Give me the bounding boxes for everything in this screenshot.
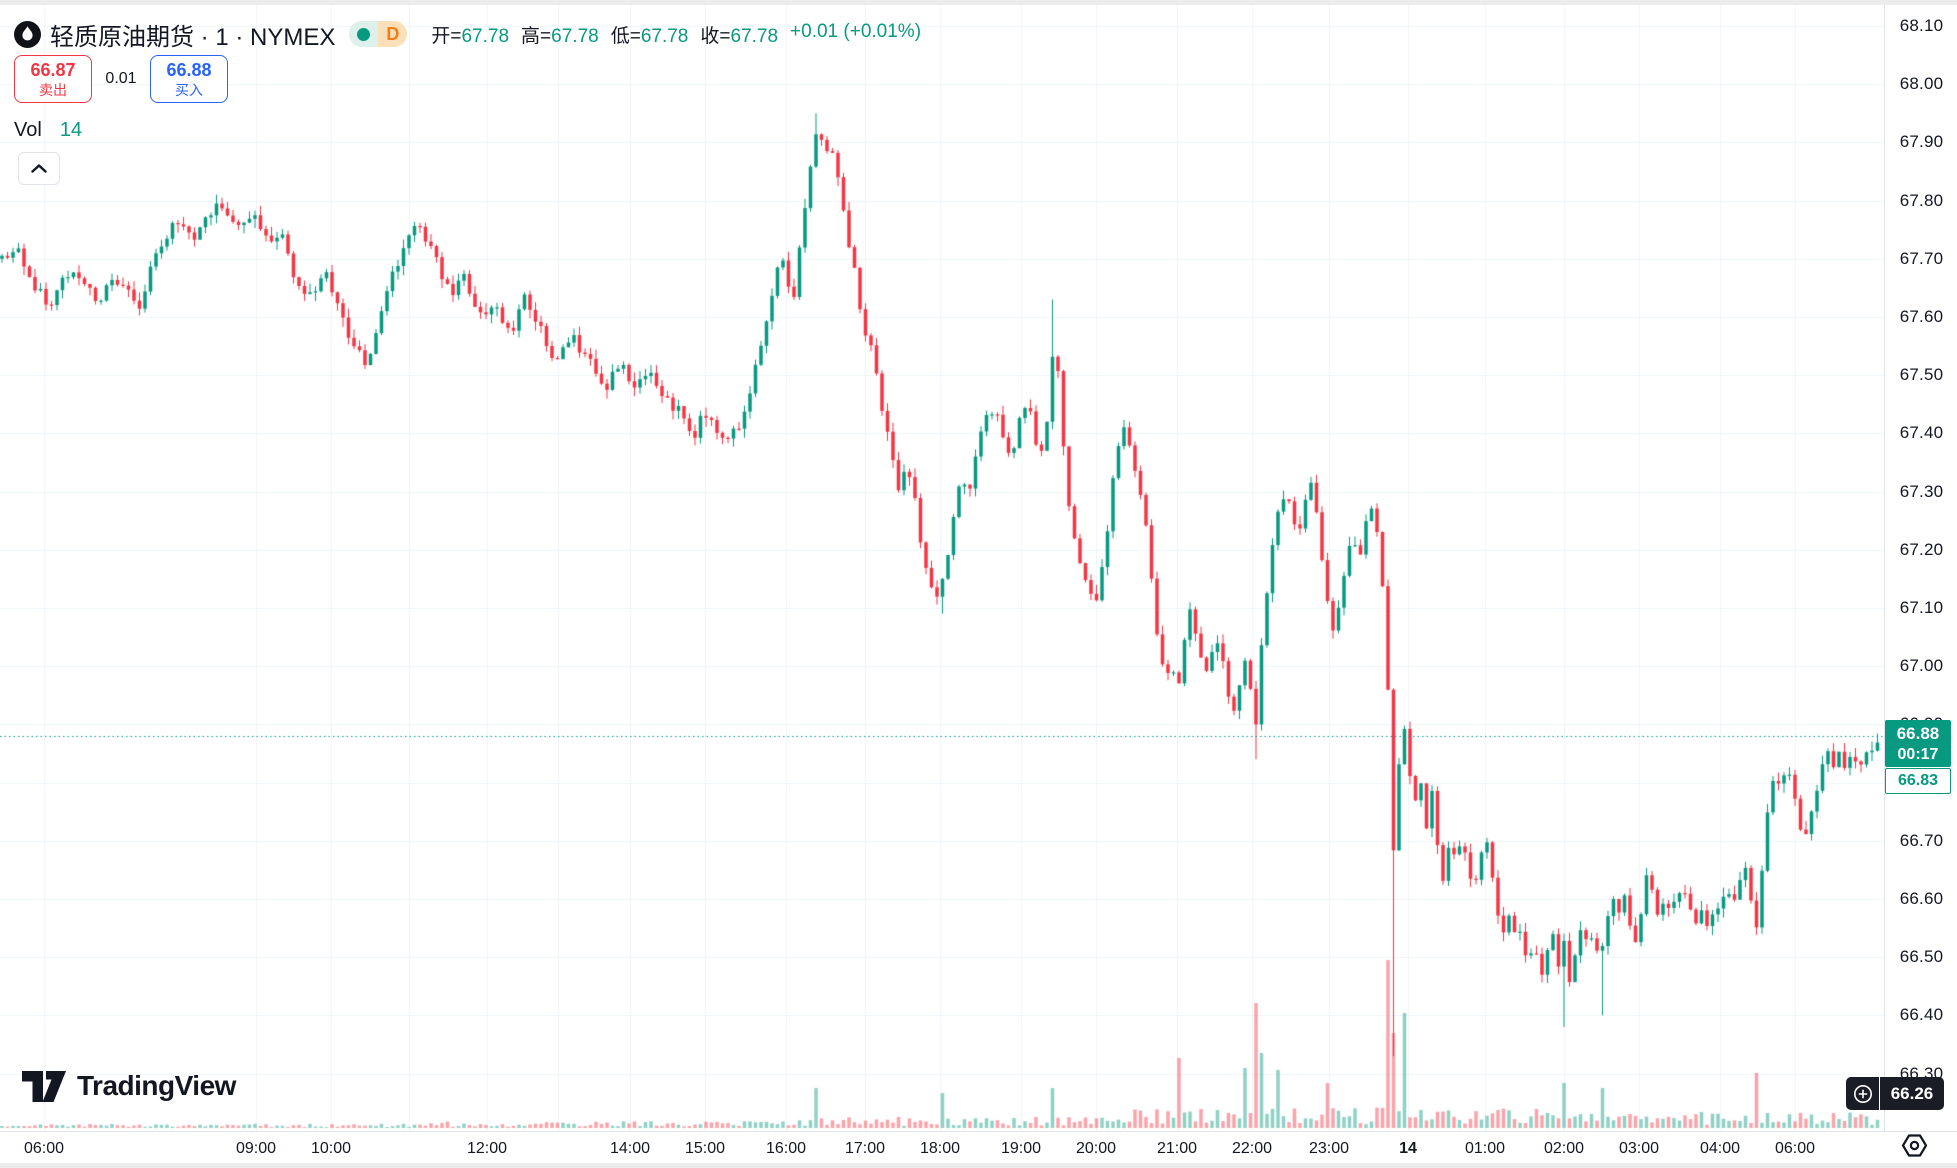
price-scale-settings-icon[interactable] <box>1901 1133 1928 1158</box>
time-axis-label: 06:00 <box>23 1140 65 1157</box>
volume-indicator-row: Vol 14 <box>14 119 82 142</box>
time-axis-label: 12:00 <box>466 1140 508 1157</box>
buy-label: 买入 <box>175 81 203 98</box>
ohlc-change: +0.01 (+0.01%) <box>790 20 922 42</box>
add-order-plus-button[interactable] <box>1846 1077 1879 1110</box>
price-axis-label: 68.00 <box>1899 74 1944 94</box>
buy-button[interactable]: 66.88 买入 <box>150 55 228 103</box>
tradingview-watermark[interactable]: TradingView <box>22 1070 236 1102</box>
time-axis-label: 01:00 <box>1464 1140 1506 1157</box>
time-axis-label: 04:00 <box>1699 1140 1741 1157</box>
price-axis-label: 67.40 <box>1899 423 1944 443</box>
time-axis-label: 19:00 <box>1000 1140 1042 1157</box>
time-axis-label: 22:00 <box>1231 1140 1273 1157</box>
price-axis-label: 67.30 <box>1899 481 1944 501</box>
tradingview-logo-icon <box>22 1070 66 1102</box>
price-axis-label: 66.60 <box>1899 888 1944 908</box>
price-axis-label: 66.50 <box>1899 947 1944 967</box>
order-buttons-row: 66.87 卖出 0.01 66.88 买入 <box>14 55 228 103</box>
market-status-pill: D <box>349 21 408 47</box>
price-axis-label: 67.90 <box>1899 132 1944 152</box>
price-axis-label: 67.60 <box>1899 306 1944 326</box>
last-price-value: 66.88 <box>1896 723 1940 743</box>
time-axis-label: 15:00 <box>684 1140 726 1157</box>
window-top-edge <box>0 0 1957 5</box>
sell-label: 卖出 <box>39 81 67 98</box>
collapse-legend-button[interactable] <box>18 152 60 185</box>
price-axis-label: 67.00 <box>1899 656 1944 676</box>
symbol-row: 轻质原油期货 · 1 · NYMEX D 开=67.78 高=67.78 低=6… <box>14 20 921 51</box>
crosshair-price-value: 66.26 <box>1880 1077 1944 1110</box>
ohlc-high: 高=67.78 <box>521 25 599 47</box>
volume-value: 14 <box>59 119 83 141</box>
time-axis-label: 17:00 <box>844 1140 886 1157</box>
sell-price: 66.87 <box>30 59 76 80</box>
time-axis[interactable]: 06:00 09:00 10:00 12:00 14:00 15:00 16:00 17:00… <box>0 1131 1957 1164</box>
crosshair-price-badge: 66.26 <box>1846 1077 1944 1110</box>
market-open-indicator <box>349 21 379 47</box>
plus-circle-icon <box>1853 1084 1872 1103</box>
price-axis-label: 66.40 <box>1899 1005 1944 1025</box>
time-axis-label: 10:00 <box>310 1140 352 1157</box>
time-axis-label: 18:00 <box>919 1140 961 1157</box>
symbol-title[interactable]: 轻质原油期货 · 1 · NYMEX <box>50 23 336 51</box>
price-axis-label: 67.70 <box>1899 248 1944 268</box>
chevron-up-icon <box>31 164 47 173</box>
ohlc-close: 收=67.78 <box>700 25 779 47</box>
last-price-badge: 66.88 00:17 <box>1885 720 1951 767</box>
delayed-data-badge: D <box>378 21 408 47</box>
time-axis-label: 14 <box>1399 1140 1417 1157</box>
price-axis-label: 67.80 <box>1899 190 1944 210</box>
oil-drop-logo-icon <box>14 20 41 48</box>
sell-button[interactable]: 66.87 卖出 <box>14 55 92 103</box>
price-axis-label: 67.50 <box>1899 365 1944 385</box>
price-axis-label: 67.20 <box>1899 539 1944 559</box>
candlestick-chart-canvas[interactable] <box>0 5 1884 1131</box>
price-axis-label: 66.70 <box>1899 830 1944 850</box>
bid-price-badge: 66.83 <box>1885 768 1951 794</box>
bar-countdown: 00:17 <box>1897 745 1939 763</box>
ohlc-row: 开=67.78 高=67.78 低=67.78 收=67.78 +0.01 (+… <box>431 21 921 48</box>
ohlc-low: 低=67.78 <box>610 25 689 47</box>
buy-price: 66.88 <box>166 59 212 80</box>
price-axis[interactable]: 68.10 68.00 67.90 67.80 67.70 67.60 67.50 67.40… <box>1884 5 1957 1131</box>
price-axis-label: 67.10 <box>1899 597 1944 617</box>
time-axis-label: 02:00 <box>1543 1140 1585 1157</box>
time-axis-label: 14:00 <box>609 1140 651 1157</box>
tradingview-logo-text: TradingView <box>77 1070 236 1101</box>
ohlc-open: 开=67.78 <box>431 25 510 47</box>
time-axis-label: 21:00 <box>1156 1140 1198 1157</box>
time-axis-label: 09:00 <box>235 1140 277 1157</box>
delayed-data-label: D <box>386 23 400 44</box>
price-axis-label: 68.10 <box>1899 15 1944 35</box>
time-axis-label: 23:00 <box>1308 1140 1350 1157</box>
market-status-dot-icon <box>357 27 371 41</box>
time-axis-label: 06:00 <box>1774 1140 1816 1157</box>
spread-value: 0.01 <box>105 70 137 87</box>
time-axis-label: 16:00 <box>765 1140 807 1157</box>
time-axis-label: 03:00 <box>1618 1140 1660 1157</box>
volume-label: Vol <box>14 119 42 141</box>
window-bottom-edge <box>0 1163 1957 1168</box>
time-axis-label: 20:00 <box>1075 1140 1117 1157</box>
